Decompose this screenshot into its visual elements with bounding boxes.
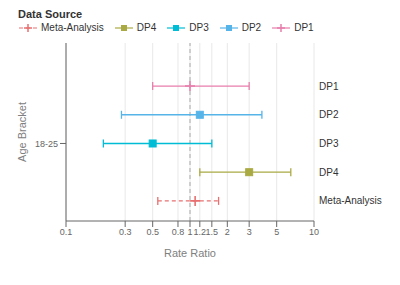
- html-text:Meta-Analysis: Meta-Analysis: [41, 22, 104, 33]
- svg-text:Age Bracket: Age Bracket: [16, 102, 28, 162]
- svg-text:2: 2: [225, 227, 230, 237]
- svg-text:3: 3: [247, 227, 252, 237]
- svg-text:10: 10: [309, 227, 319, 237]
- svg-text:DP2: DP2: [319, 109, 339, 120]
- html-text:DP4: DP4: [136, 22, 157, 33]
- svg-text:18-25: 18-25: [35, 139, 58, 149]
- html-text:DP1: DP1: [294, 22, 314, 33]
- svg-text:Meta-Analysis: Meta-Analysis: [319, 195, 382, 206]
- svg-text:DP4: DP4: [319, 167, 339, 178]
- svg-text:Rate Ratio: Rate Ratio: [164, 247, 216, 259]
- html-text:DP3: DP3: [189, 22, 209, 33]
- svg-text:0.3: 0.3: [119, 227, 132, 237]
- svg-text:1.2: 1.2: [194, 227, 207, 237]
- svg-text:0.1: 0.1: [60, 227, 73, 237]
- svg-text:1: 1: [187, 227, 192, 237]
- svg-text:0.8: 0.8: [172, 227, 185, 237]
- svg-text:1.5: 1.5: [206, 227, 219, 237]
- html-text:Data Source: Data Source: [18, 8, 83, 20]
- svg-text:DP3: DP3: [319, 138, 339, 149]
- html-text:DP2: DP2: [241, 22, 262, 33]
- svg-text:0.5: 0.5: [146, 227, 159, 237]
- svg-text:DP1: DP1: [319, 81, 339, 92]
- svg-text:5: 5: [274, 227, 279, 237]
